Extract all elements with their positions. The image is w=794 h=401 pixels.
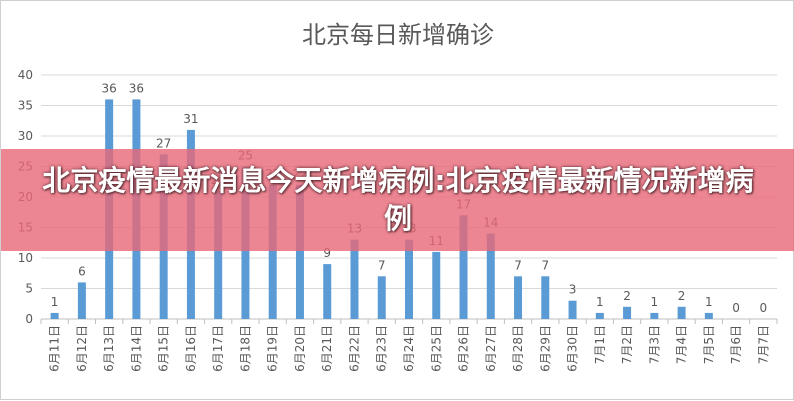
x-tick-label: 7月5日 [702,325,716,364]
data-label: 1 [51,295,59,309]
data-label: 9 [323,246,331,260]
y-tick-label: 5 [25,282,33,296]
x-tick-label: 6月24日 [402,325,416,372]
headline-text: 北京疫情最新消息今天新增病例:北京疫情最新情况新增病例 [42,164,754,235]
bar [568,300,577,319]
bar [268,184,277,319]
y-tick-label: 0 [25,312,33,326]
x-axis-ticks: 6月11日 6月12日 6月13日 6月14日 6月15日 6月16日 6月17日 6月18日… [40,319,778,372]
bar [432,251,441,319]
x-tick-label: 7月3日 [647,325,661,364]
x-tick-label: 6月15日 [157,325,171,372]
x-tick-label: 6月16日 [184,325,198,372]
data-label: 2 [623,289,631,303]
x-tick-label: 6月27日 [484,325,498,372]
bar [214,190,223,319]
x-tick-label: 6月18日 [238,325,252,372]
bar [295,184,304,319]
data-label: 1 [705,295,713,309]
bar [77,282,86,319]
data-label: 1 [651,295,659,309]
x-tick-label: 6月14日 [129,325,143,372]
y-tick-label: 30 [18,129,33,143]
bar [623,306,632,319]
bar [405,239,413,319]
bar [459,215,468,319]
x-tick-label: 6月26日 [457,325,471,372]
bar [650,312,659,319]
headline-banner: 北京疫情最新消息今天新增病例:北京疫情最新情况新增病例 [1,149,794,251]
bar [677,306,686,319]
x-tick-label: 6月19日 [266,325,280,372]
bar [323,264,332,319]
x-tick-label: 7月4日 [675,325,689,364]
x-tick-label: 7月1日 [593,325,607,364]
bar [486,233,495,319]
data-label: 0 [732,301,740,315]
x-tick-label: 6月20日 [293,325,307,372]
data-label: 7 [514,258,522,272]
data-label: 2 [678,289,686,303]
x-tick-label: 7月6日 [729,325,743,364]
data-label: 36 [129,81,144,95]
bar [541,276,550,319]
x-tick-label: 6月17日 [211,325,225,372]
x-tick-label: 7月7日 [756,325,770,364]
data-label: 1 [596,295,604,309]
x-tick-label: 7月2日 [620,325,634,364]
x-tick-label: 6月11日 [48,325,62,372]
bar [595,312,604,319]
data-label: 6 [78,264,86,278]
x-tick-label: 6月22日 [347,325,361,372]
data-label: 7 [541,258,549,272]
x-tick-label: 6月21日 [320,325,334,372]
x-tick-label: 6月25日 [429,325,443,372]
x-tick-label: 6月30日 [566,325,580,372]
data-label: 7 [378,258,386,272]
bar [350,239,359,319]
data-label: 27 [156,136,171,150]
x-tick-label: 6月12日 [75,325,89,372]
y-tick-label: 40 [18,68,33,82]
bar [514,276,523,319]
bar [377,276,386,319]
x-tick-label: 6月13日 [102,325,116,372]
y-tick-label: 10 [18,251,33,265]
x-tick-label: 6月28日 [511,325,525,372]
y-tick-label: 35 [18,99,33,113]
bar [704,312,713,319]
data-label: 3 [569,283,577,297]
chart-title: 北京每日新增确诊 [302,21,494,49]
data-label: 0 [760,301,768,315]
bar [50,312,59,319]
x-tick-label: 6月29日 [538,325,552,372]
x-tick-label: 6月23日 [375,325,389,372]
data-label: 36 [102,81,117,95]
data-label: 31 [183,112,198,126]
